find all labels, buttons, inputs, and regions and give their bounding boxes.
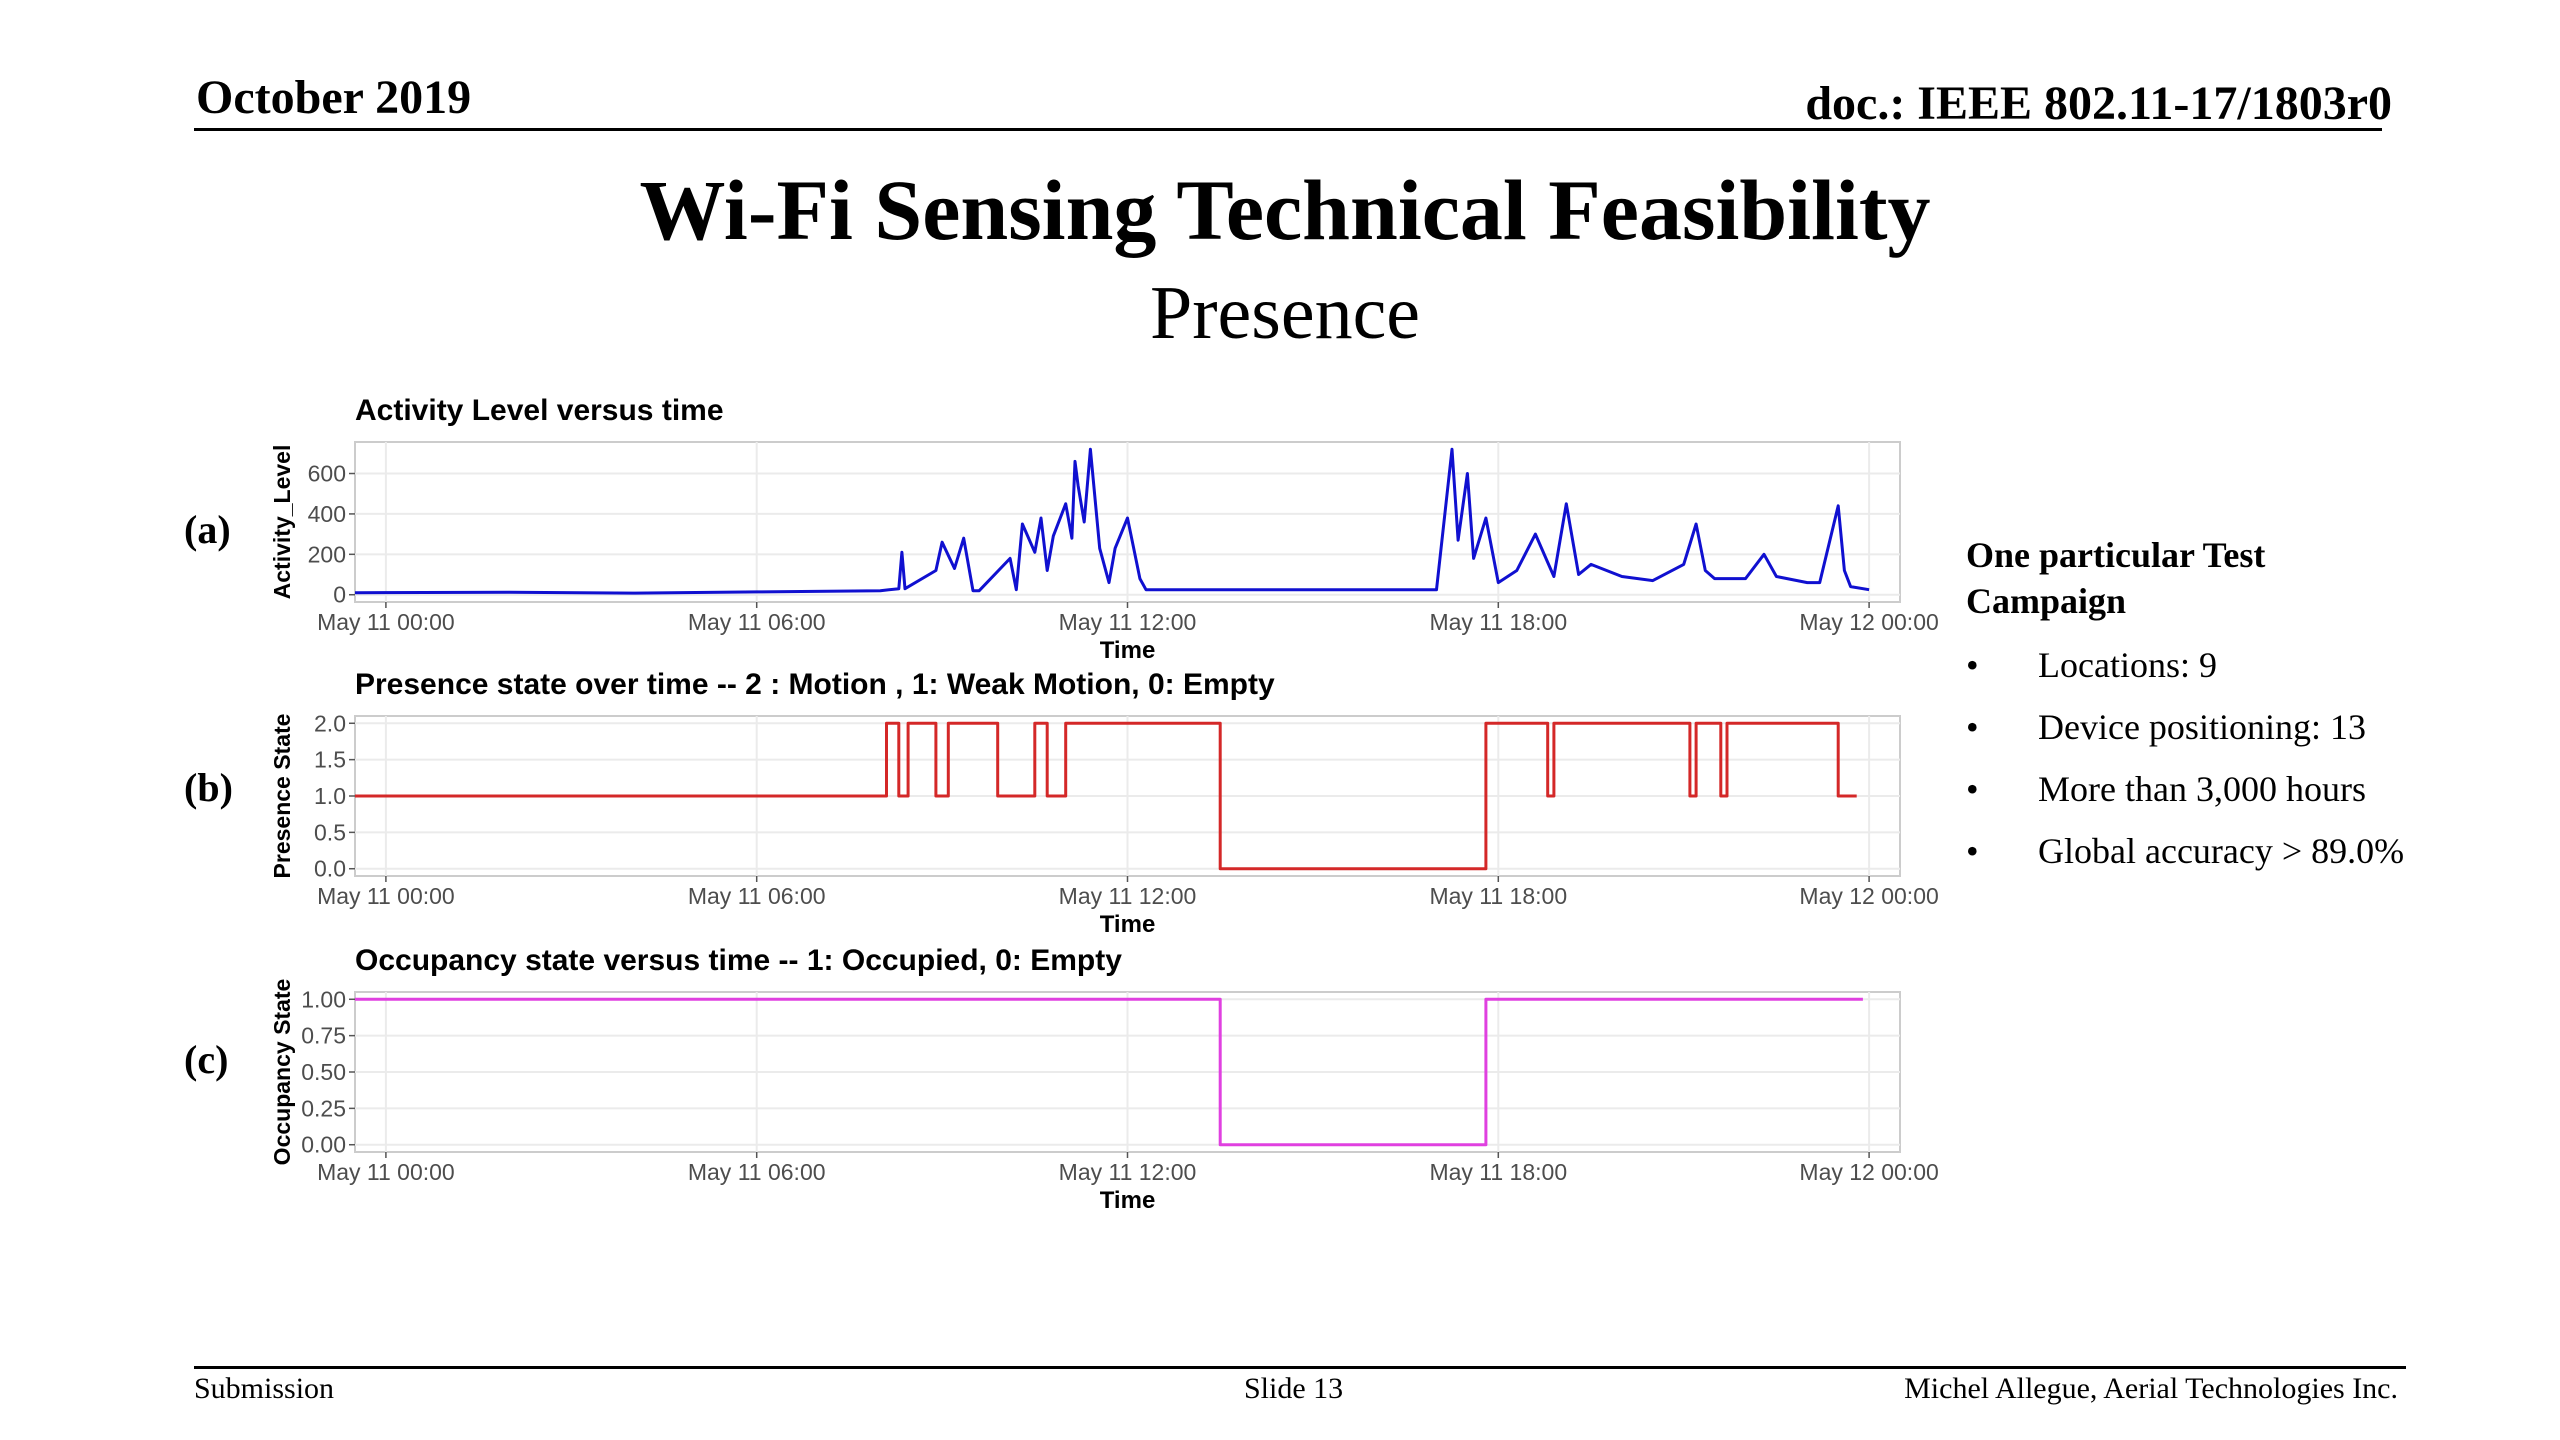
header-doc-number: doc.: IEEE 802.11-17/1803r0 [1805,77,2392,130]
y-tick-label: 0.0 [314,856,346,882]
x-tick-label: May 11 12:00 [1059,609,1197,635]
header-rule [194,128,2382,131]
presence-state-plot: Presence state over time -- 2 : Motion ,… [269,668,1939,938]
panel-label-c: (c) [184,1037,229,1082]
activity-level-chart: Activity Level versus time 0 200 400 600 May … [260,390,1939,664]
y-axis-label: Activity_Level [269,445,295,600]
header-date: October 2019 [196,71,472,124]
series-line [355,997,1863,1147]
campaign-title-line-1: One particular Test [1966,535,2266,575]
chart-title: Activity Level versus time [355,394,724,427]
x-tick-label: May 11 18:00 [1429,883,1567,909]
series-line [355,721,1857,871]
x-tick-label: May 12 00:00 [1799,609,1938,635]
y-tick-label: 600 [308,461,346,487]
bullet-item: • Device positioning: 13 [1966,706,2404,768]
x-tick-label: May 11 18:00 [1429,609,1567,635]
y-tick-label: 400 [308,501,346,527]
x-tick-label: May 11 18:00 [1429,1159,1567,1185]
x-tick-label: May 11 00:00 [317,883,455,909]
x-tick-label: May 11 06:00 [688,883,826,909]
chart-title: Presence state over time -- 2 : Motion ,… [355,668,1275,701]
presence-state-chart: Presence state over time -- 2 : Motion ,… [260,664,1939,938]
bullet-text-hours: More than 3,000 hours [2038,769,2366,809]
x-tick-label: May 11 12:00 [1059,883,1197,909]
footer-rule [194,1366,2406,1369]
x-tick-label: May 11 12:00 [1059,1159,1197,1185]
occupancy-state-chart: Occupancy state versus time -- 1: Occupi… [260,940,1939,1214]
y-tick-label: 0.25 [301,1095,346,1121]
campaign-bullet-list: • Locations: 9 • Device positioning: 13 • M… [1966,644,2404,892]
x-tick-label: May 12 00:00 [1799,1159,1938,1185]
series-line [354,447,1870,595]
x-tick-label: May 11 06:00 [688,609,826,635]
bullet-item: • Locations: 9 [1966,644,2404,706]
y-tick-label: 0.5 [314,819,346,845]
x-tick-label: May 11 00:00 [317,609,455,635]
y-axis-label: Occupancy State [269,979,295,1166]
y-tick-label: 0.50 [301,1059,346,1085]
bullet-text-locations: Locations: 9 [2038,645,2217,685]
x-axis-label: Time [1100,637,1156,664]
campaign-title-line-2: Campaign [1966,581,2127,621]
x-axis-label: Time [1100,1187,1156,1214]
bullet-dot-icon: • [1966,645,1979,685]
panel-label-a: (a) [184,507,231,552]
y-tick-label: 0.75 [301,1023,346,1049]
y-tick-label: 1.00 [301,986,346,1012]
footer-submission: Submission [194,1372,335,1405]
bullet-text-accuracy: Global accuracy > 89.0% [2038,831,2405,871]
bullet-item: • Global accuracy > 89.0% [1966,830,2404,892]
y-axis-label: Presence State [269,714,295,879]
bullet-dot-icon: • [1966,769,1979,809]
y-tick-label: 0 [333,582,346,608]
slide-title: Wi-Fi Sensing Technical Feasibility [639,162,1931,258]
x-tick-label: May 11 06:00 [688,1159,826,1185]
bullet-dot-icon: • [1966,707,1979,747]
footer-author: Michel Allegue, Aerial Technologies Inc. [1904,1372,2398,1405]
activity-level-plot: Activity Level versus time 0 200 400 600 May … [269,394,1939,664]
y-tick-label: 1.0 [314,783,346,809]
bullet-dot-icon: • [1966,831,1979,871]
y-tick-label: 0.00 [301,1132,346,1158]
occupancy-state-plot: Occupancy state versus time -- 1: Occupi… [269,944,1939,1214]
x-axis-label: Time [1100,911,1156,938]
chart-title: Occupancy state versus time -- 1: Occupi… [355,944,1122,977]
panel-label-b: (b) [184,765,233,810]
y-tick-label: 200 [308,541,346,567]
y-tick-label: 1.5 [314,747,346,773]
slide-subtitle: Presence [1149,271,1421,355]
footer-slide-number: Slide 13 [1244,1372,1344,1405]
bullet-text-device-positioning: Device positioning: 13 [2038,707,2366,747]
x-tick-label: May 11 00:00 [317,1159,455,1185]
x-tick-label: May 12 00:00 [1799,883,1938,909]
campaign-title: One particular Test Campaign [1966,532,2265,624]
y-tick-label: 2.0 [314,710,346,736]
bullet-item: • More than 3,000 hours [1966,768,2404,830]
